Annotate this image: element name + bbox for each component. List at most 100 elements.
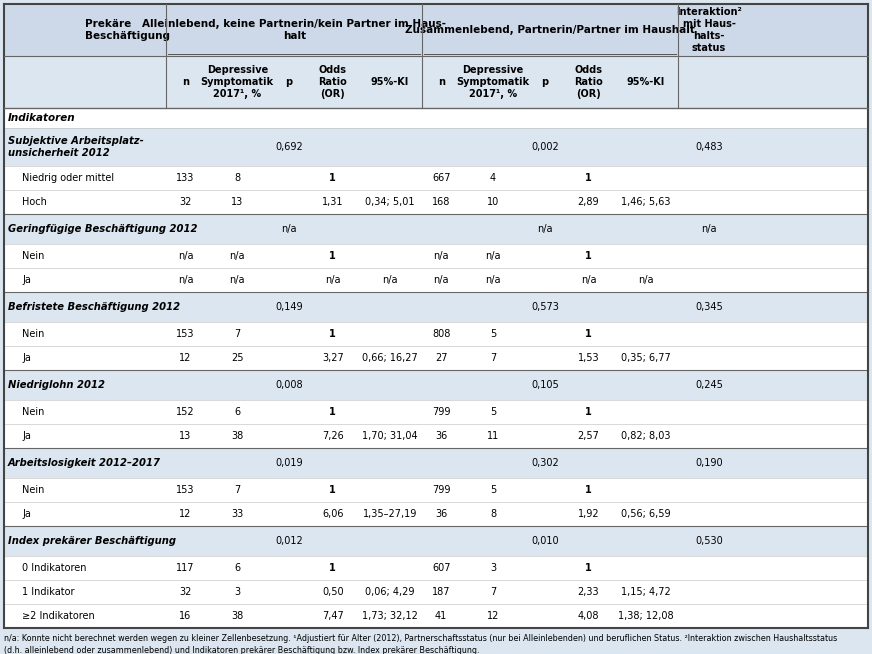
Text: 13: 13 bbox=[180, 431, 192, 441]
Text: n/a: n/a bbox=[637, 275, 653, 285]
Text: 153: 153 bbox=[176, 485, 194, 495]
Text: 7,26: 7,26 bbox=[322, 431, 344, 441]
Text: 799: 799 bbox=[432, 407, 451, 417]
Bar bbox=[4, 292, 868, 322]
Text: n/a: n/a bbox=[178, 251, 194, 261]
Text: 0,012: 0,012 bbox=[276, 536, 303, 546]
Text: 1,31: 1,31 bbox=[322, 197, 344, 207]
Text: Hoch: Hoch bbox=[22, 197, 47, 207]
Text: n/a: n/a bbox=[701, 224, 717, 234]
Text: 1,70; 31,04: 1,70; 31,04 bbox=[362, 431, 418, 441]
Text: 1: 1 bbox=[330, 407, 336, 417]
Text: 41: 41 bbox=[435, 611, 447, 621]
Text: 0,302: 0,302 bbox=[531, 458, 559, 468]
Text: 5: 5 bbox=[490, 407, 496, 417]
Text: Nein: Nein bbox=[22, 329, 44, 339]
Text: 6: 6 bbox=[235, 563, 241, 573]
Text: Nein: Nein bbox=[22, 485, 44, 495]
Text: 2,57: 2,57 bbox=[577, 431, 599, 441]
Text: 1,92: 1,92 bbox=[577, 509, 599, 519]
Bar bbox=[4, 268, 868, 292]
Bar bbox=[4, 128, 868, 166]
Text: 0,34; 5,01: 0,34; 5,01 bbox=[365, 197, 414, 207]
Text: Odds
Ratio
(OR): Odds Ratio (OR) bbox=[318, 65, 347, 99]
Bar bbox=[4, 108, 868, 128]
Text: Ja: Ja bbox=[22, 431, 31, 441]
Text: 12: 12 bbox=[487, 611, 499, 621]
Text: 0,019: 0,019 bbox=[276, 458, 303, 468]
Text: n/a: n/a bbox=[282, 224, 296, 234]
Text: 152: 152 bbox=[176, 407, 194, 417]
Text: 1,15; 4,72: 1,15; 4,72 bbox=[621, 587, 671, 597]
Text: 1: 1 bbox=[330, 485, 336, 495]
Text: Nein: Nein bbox=[22, 407, 44, 417]
Text: n/a: n/a bbox=[433, 251, 449, 261]
Text: 667: 667 bbox=[432, 173, 451, 183]
Text: n/a: n/a bbox=[229, 275, 245, 285]
Text: Geringfügige Beschäftigung 2012: Geringfügige Beschäftigung 2012 bbox=[8, 224, 197, 234]
Text: Befristete Beschäftigung 2012: Befristete Beschäftigung 2012 bbox=[8, 302, 181, 312]
Bar bbox=[4, 448, 868, 478]
Text: 27: 27 bbox=[435, 353, 447, 363]
Text: 0,573: 0,573 bbox=[531, 302, 559, 312]
Text: 2,33: 2,33 bbox=[577, 587, 599, 597]
Bar bbox=[4, 424, 868, 448]
Text: 5: 5 bbox=[490, 485, 496, 495]
Text: 36: 36 bbox=[435, 509, 447, 519]
Text: 133: 133 bbox=[176, 173, 194, 183]
Text: 8: 8 bbox=[490, 509, 496, 519]
Text: Depressive
Symptomatik
2017¹, %: Depressive Symptomatik 2017¹, % bbox=[201, 65, 274, 99]
Text: Prekäre
Beschäftigung: Prekäre Beschäftigung bbox=[85, 19, 170, 41]
Text: 153: 153 bbox=[176, 329, 194, 339]
Text: 1: 1 bbox=[330, 173, 336, 183]
Text: 6: 6 bbox=[235, 407, 241, 417]
Text: 12: 12 bbox=[180, 509, 192, 519]
Text: 32: 32 bbox=[180, 587, 192, 597]
Text: n/a: n/a bbox=[486, 251, 501, 261]
Bar bbox=[4, 502, 868, 526]
Text: 3: 3 bbox=[235, 587, 241, 597]
Text: n/a: n/a bbox=[433, 275, 449, 285]
Text: 3,27: 3,27 bbox=[322, 353, 344, 363]
Text: 8: 8 bbox=[235, 173, 241, 183]
Text: 0,245: 0,245 bbox=[695, 380, 723, 390]
Text: 1,53: 1,53 bbox=[577, 353, 599, 363]
Bar bbox=[4, 400, 868, 424]
Text: n/a: n/a bbox=[382, 275, 398, 285]
Text: 4,08: 4,08 bbox=[578, 611, 599, 621]
Bar bbox=[4, 166, 868, 190]
Text: Interaktion²
mit Haus-
halts-
status: Interaktion² mit Haus- halts- status bbox=[676, 7, 742, 53]
Text: 0,002: 0,002 bbox=[531, 142, 559, 152]
Text: 0,149: 0,149 bbox=[276, 302, 303, 312]
Bar bbox=[4, 244, 868, 268]
Text: n/a: n/a bbox=[581, 275, 596, 285]
Bar bbox=[4, 556, 868, 580]
Text: n/a: Konnte nicht berechnet werden wegen zu kleiner Zellenbesetzung. ¹Adjustiert: n/a: Konnte nicht berechnet werden wegen… bbox=[4, 634, 837, 654]
Text: Index prekärer Beschäftigung: Index prekärer Beschäftigung bbox=[8, 536, 176, 546]
Text: 2,89: 2,89 bbox=[577, 197, 599, 207]
Text: 0,82; 8,03: 0,82; 8,03 bbox=[621, 431, 671, 441]
Text: 0,56; 6,59: 0,56; 6,59 bbox=[621, 509, 671, 519]
Text: Arbeitslosigkeit 2012–2017: Arbeitslosigkeit 2012–2017 bbox=[8, 458, 161, 468]
Text: 0 Indikatoren: 0 Indikatoren bbox=[22, 563, 86, 573]
Text: Zusammenlebend, Partnerin/Partner im Haushalt: Zusammenlebend, Partnerin/Partner im Hau… bbox=[405, 25, 695, 35]
Text: Alleinlebend, keine Partnerin/kein Partner im Haus-
halt: Alleinlebend, keine Partnerin/kein Partn… bbox=[142, 19, 446, 41]
Text: 0,105: 0,105 bbox=[531, 380, 559, 390]
Text: 95%-KI: 95%-KI bbox=[626, 77, 664, 87]
Text: 799: 799 bbox=[432, 485, 451, 495]
Text: 0,50: 0,50 bbox=[322, 587, 344, 597]
Text: 11: 11 bbox=[487, 431, 499, 441]
Text: n/a: n/a bbox=[178, 275, 194, 285]
Text: Niedrig oder mittel: Niedrig oder mittel bbox=[22, 173, 114, 183]
Text: 13: 13 bbox=[231, 197, 243, 207]
Text: 1,73; 32,12: 1,73; 32,12 bbox=[362, 611, 418, 621]
Text: 1,35–27,19: 1,35–27,19 bbox=[363, 509, 417, 519]
Text: 6,06: 6,06 bbox=[322, 509, 344, 519]
Text: 0,35; 6,77: 0,35; 6,77 bbox=[621, 353, 671, 363]
Text: 16: 16 bbox=[180, 611, 192, 621]
Text: 7: 7 bbox=[490, 353, 496, 363]
Bar bbox=[4, 190, 868, 214]
Text: 1: 1 bbox=[585, 485, 592, 495]
Text: 1: 1 bbox=[330, 329, 336, 339]
Text: Ja: Ja bbox=[22, 509, 31, 519]
